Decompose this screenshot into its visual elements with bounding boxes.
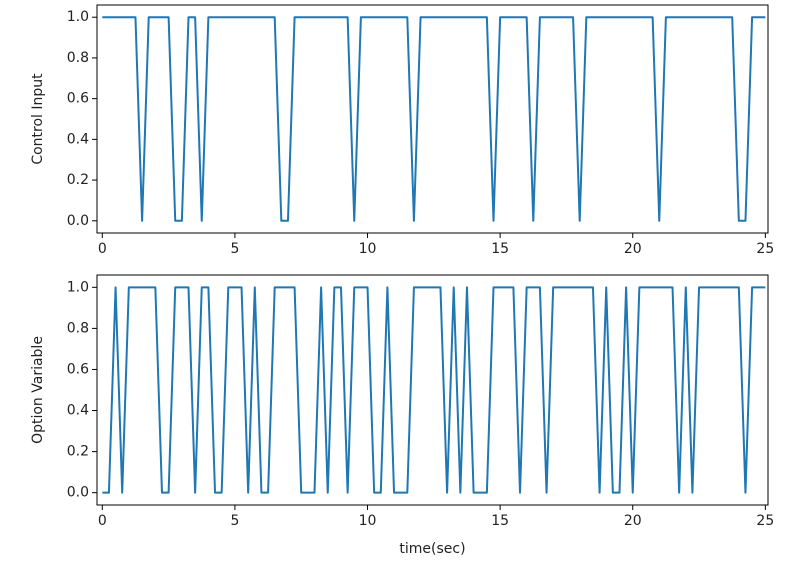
x-tick-label: 5	[230, 241, 239, 257]
x-tick-label: 0	[98, 241, 107, 257]
x-tick-label: 25	[756, 241, 774, 257]
axes-frame	[96, 274, 769, 506]
x-tick-label: 20	[624, 241, 642, 257]
y-axis-label: Option Variable	[30, 336, 46, 444]
x-tick-label: 15	[491, 241, 509, 257]
x-tick-label: 20	[624, 513, 642, 529]
y-tick-label: 1.0	[67, 9, 89, 25]
x-axis-label: time(sec)	[399, 541, 465, 557]
x-tick-label: 25	[756, 513, 774, 529]
y-tick-label: 0.4	[67, 403, 89, 419]
y-tick-label: 0.2	[67, 444, 89, 460]
y-tick-label: 0.8	[67, 50, 89, 66]
y-tick-label: 1.0	[67, 279, 89, 295]
series-line	[102, 286, 766, 494]
series-line	[102, 16, 766, 222]
x-tick-label: 10	[359, 241, 377, 257]
x-tick-label: 0	[98, 513, 107, 529]
x-tick-label: 5	[230, 513, 239, 529]
y-tick-label: 0.2	[67, 172, 89, 188]
x-tick-label: 10	[359, 513, 377, 529]
y-tick-label: 0.8	[67, 320, 89, 336]
axes-frame	[96, 4, 769, 234]
x-tick-label: 15	[491, 513, 509, 529]
y-tick-label: 0.0	[67, 213, 89, 229]
y-tick-label: 0.0	[67, 485, 89, 501]
y-tick-label: 0.4	[67, 131, 89, 147]
y-tick-label: 0.6	[67, 361, 89, 377]
y-tick-label: 0.6	[67, 91, 89, 107]
y-axis-label: Control Input	[30, 73, 46, 165]
